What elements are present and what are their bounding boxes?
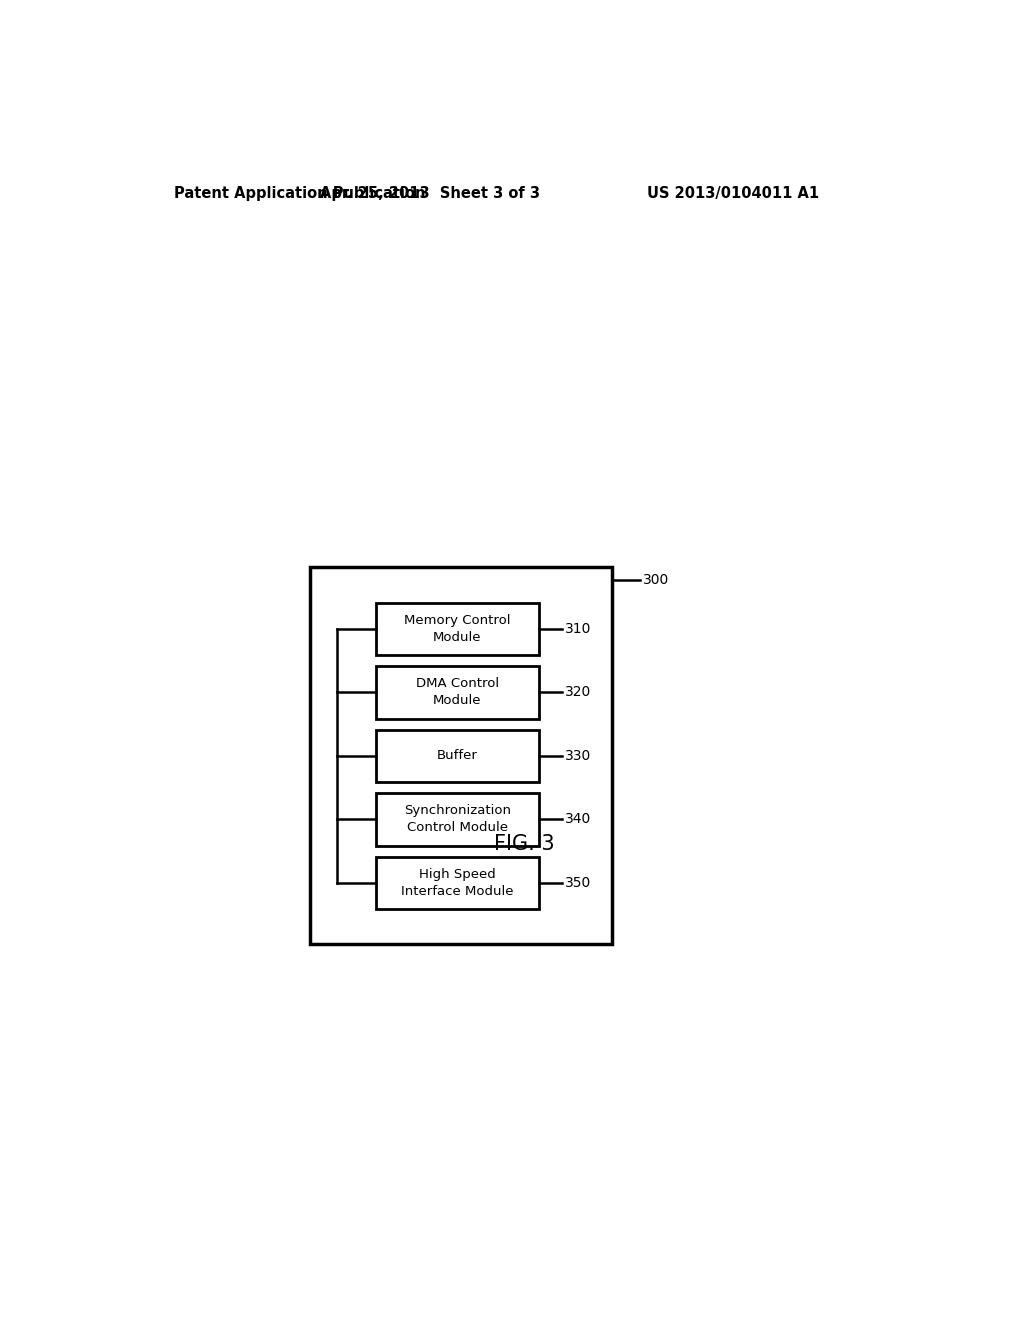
Text: Buffer: Buffer xyxy=(437,750,478,763)
Text: 300: 300 xyxy=(643,573,669,587)
Text: Memory Control
Module: Memory Control Module xyxy=(404,614,511,644)
Text: 330: 330 xyxy=(565,748,591,763)
Bar xyxy=(376,857,539,909)
Text: US 2013/0104011 A1: US 2013/0104011 A1 xyxy=(647,186,819,201)
Text: 320: 320 xyxy=(565,685,591,700)
Text: Apr. 25, 2013  Sheet 3 of 3: Apr. 25, 2013 Sheet 3 of 3 xyxy=(321,186,541,201)
Bar xyxy=(376,793,539,846)
Text: 340: 340 xyxy=(565,812,591,826)
Bar xyxy=(310,566,612,944)
Text: 310: 310 xyxy=(565,622,592,636)
Bar xyxy=(376,667,539,718)
Text: DMA Control
Module: DMA Control Module xyxy=(416,677,499,708)
Text: High Speed
Interface Module: High Speed Interface Module xyxy=(401,867,514,898)
Bar xyxy=(376,730,539,781)
Text: Patent Application Publication: Patent Application Publication xyxy=(174,186,426,201)
Text: Synchronization
Control Module: Synchronization Control Module xyxy=(403,804,511,834)
Bar xyxy=(376,603,539,655)
Text: 350: 350 xyxy=(565,875,591,890)
Text: FIG. 3: FIG. 3 xyxy=(495,834,555,854)
